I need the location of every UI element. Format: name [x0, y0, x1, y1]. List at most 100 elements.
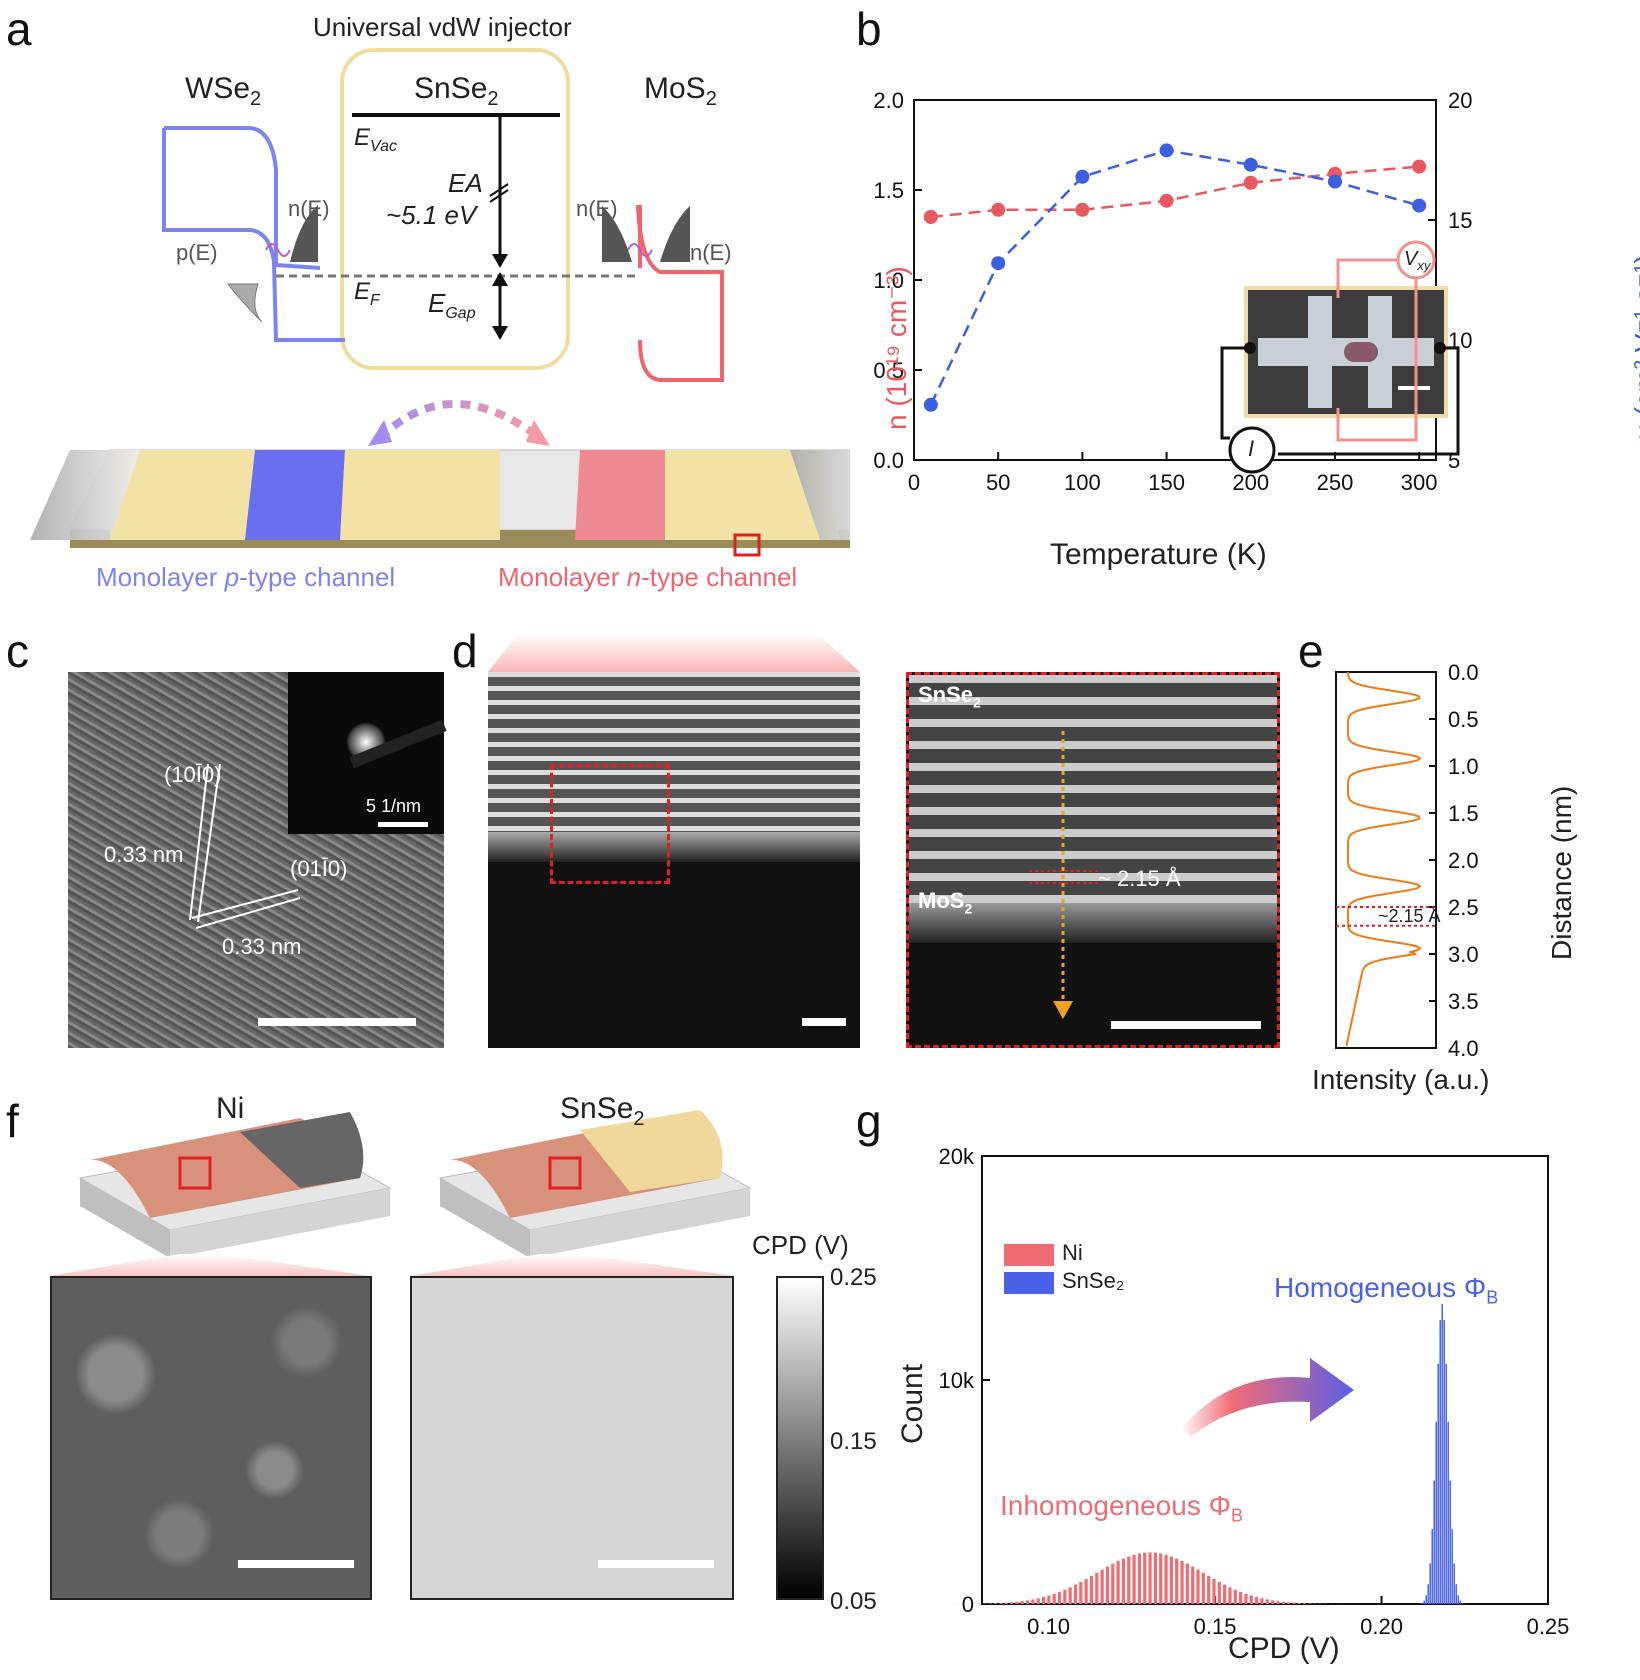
chart-g-ytick-label: 20k: [939, 1144, 975, 1169]
chart-g-bar-ni: [1276, 1601, 1280, 1604]
chart-g-bar-snse2: [1421, 1602, 1423, 1604]
chart-g-ytick-label: 10k: [939, 1368, 975, 1393]
chart-e-ylabel: Distance (nm): [1546, 785, 1577, 960]
chart-g-bar-ni: [1270, 1600, 1275, 1604]
band-diagram: [30, 48, 850, 557]
label-ne-mid: n(E): [576, 196, 618, 221]
colorbar-tick-bottom: 0.05: [830, 1588, 877, 1615]
chart-g-bar-snse2: [1449, 1480, 1451, 1604]
chart-g-bar-ni: [1143, 1552, 1147, 1604]
chart-g-bar-snse2: [1433, 1480, 1435, 1604]
chart-b-point-left: [991, 202, 1006, 217]
chart-g-bar-ni: [1073, 1584, 1078, 1604]
chart-g-bar-snse2: [1447, 1421, 1449, 1604]
chart-g-bar-snse2: [1459, 1600, 1461, 1604]
chart-b-ytick-right-label: 20: [1448, 88, 1472, 113]
chart-g-bar-ni: [1132, 1554, 1136, 1604]
chart-g-ylabel: Count: [896, 1363, 929, 1444]
chart-g-bar-snse2: [1429, 1563, 1431, 1604]
chart-e-ytick-label: 0.5: [1448, 707, 1479, 732]
chart-g-bar-ni: [1265, 1599, 1269, 1604]
label-ne-right: n(E): [690, 240, 732, 265]
label-egap: EGap: [428, 288, 476, 323]
legend-swatch-ni: [1004, 1244, 1054, 1266]
kpfm-map-snse2: [410, 1276, 734, 1600]
chart-b-point-left: [1243, 175, 1258, 190]
chart-g-bar-snse2: [1425, 1595, 1427, 1604]
chart-g-bar-ni: [1159, 1553, 1163, 1604]
chart-b-point-left: [1075, 202, 1090, 217]
chart-g-bar-snse2: [1437, 1363, 1439, 1604]
chart-g-bar-ni: [1201, 1572, 1205, 1604]
chart-g-xtick-label: 0.15: [1194, 1614, 1237, 1639]
chart-g-bar-ni: [1047, 1595, 1051, 1604]
chart-g-bar-ni: [1308, 1603, 1312, 1604]
chart-g-bar-ni: [1169, 1556, 1173, 1604]
chart-e-ytick-label: 0.0: [1448, 664, 1479, 685]
inset-i-label: I: [1248, 436, 1255, 461]
hrtem-image: [68, 672, 447, 1048]
label-d-spacing-2: 0.33 nm: [222, 934, 302, 959]
chart-g-bar-ni: [1105, 1566, 1110, 1604]
chart-g-bar-ni: [1041, 1597, 1046, 1604]
chart-g-bar-snse2: [1445, 1363, 1447, 1604]
chart-g-bar-snse2: [1453, 1563, 1455, 1604]
annotation-inhomogeneous: Inhomogeneous ΦB: [1000, 1490, 1243, 1526]
panel-label-d: d: [452, 625, 478, 677]
label-interlayer-spacing: ~ 2.15 Å: [1098, 866, 1181, 891]
chart-g-bar-ni: [1095, 1572, 1099, 1604]
inset-circuit: [1220, 240, 1460, 474]
chart-g-bar-ni: [1079, 1581, 1083, 1604]
chart-g-bar-ni: [1116, 1560, 1120, 1604]
chart-g-bar-ni: [1121, 1558, 1126, 1604]
legend-label-snse2: SnSe₂: [1062, 1268, 1125, 1293]
label-pe: p(E): [176, 240, 218, 265]
label-wse2: WSe2: [185, 72, 262, 110]
chart-b-ytick-left-label: 1.0: [873, 268, 904, 293]
chart-b-ytick-left-label: 2.0: [873, 88, 904, 113]
colorbar-tick-mid: 0.15: [830, 1428, 877, 1455]
chart-e-xlabel: Intensity (a.u.): [1312, 1064, 1490, 1095]
legend-label-ni: Ni: [1062, 1240, 1083, 1265]
chart-b-point-left: [923, 210, 938, 224]
chart-b-point-right: [1327, 174, 1342, 189]
chart-g-bar-ni: [1127, 1556, 1131, 1604]
annotation-homogeneous: Homogeneous ΦB: [1274, 1272, 1499, 1308]
label-n-channel: Monolayer n-type channel: [498, 562, 798, 592]
panel-label-g: g: [856, 1095, 882, 1147]
zoom-wedge: [488, 634, 860, 672]
label-ea: EA: [448, 168, 483, 198]
chart-g-xlabel: CPD (V): [1228, 1632, 1340, 1665]
cpd-colorbar: [776, 1276, 824, 1600]
label-evac: EVac: [354, 124, 397, 155]
chart-b-xtick-label: 0: [908, 470, 920, 495]
chart-g-ytick-label: 0: [962, 1592, 974, 1617]
chart-g-bar-snse2: [1427, 1584, 1429, 1604]
chart-b-point-right: [923, 397, 938, 412]
chart-g-bar-ni: [1217, 1581, 1221, 1604]
label-p-channel: Monolayer p-type channel: [96, 562, 396, 592]
chart-b-xtick-label: 100: [1064, 470, 1101, 495]
chart-b-ylabel-right: μ (cm² V⁻¹ s⁻¹): [1629, 254, 1640, 440]
chart-e-spacing: ~2.15 Å: [1378, 906, 1441, 926]
label-mos2: MoS2: [644, 72, 717, 110]
chart-g-xtick-label: 0.25: [1527, 1614, 1570, 1639]
chart-g-bar-ni: [1223, 1584, 1227, 1604]
chart-e-ytick-label: 1.0: [1448, 754, 1479, 779]
chart-g-bar-snse2: [1455, 1584, 1457, 1604]
chart-b-ytick-left-label: 0.0: [873, 448, 904, 473]
panel-label-a: a: [6, 3, 32, 55]
colorbar-title: CPD (V): [752, 1230, 849, 1260]
chart-g-bar-snse2: [1441, 1303, 1443, 1604]
panel-label-c: c: [6, 625, 29, 677]
chart-b-xtick-label: 50: [986, 470, 1010, 495]
shift-arrow: [1180, 1358, 1354, 1436]
chart-g-bar-ni: [1025, 1600, 1030, 1604]
chart-g-bar-ni: [1137, 1553, 1142, 1604]
panel-label-e: e: [1298, 625, 1324, 677]
chart-g-bar-ni: [1281, 1601, 1285, 1604]
chart-b-xtick-label: 200: [1232, 470, 1269, 495]
chart-g-bar-snse2: [1457, 1595, 1459, 1604]
label-plane-1: (10Ī0): [164, 762, 222, 787]
